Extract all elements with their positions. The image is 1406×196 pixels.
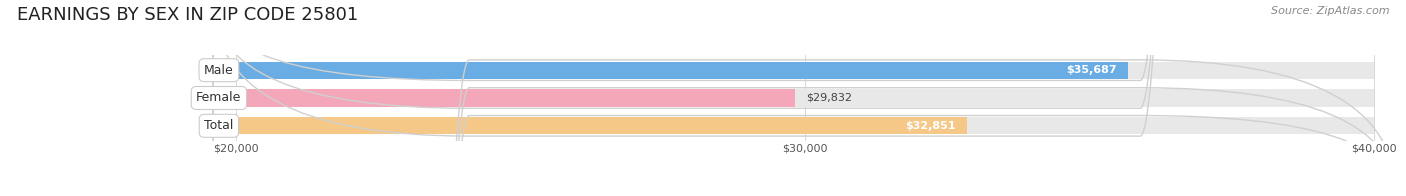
Text: $32,851: $32,851 (905, 121, 956, 131)
Text: EARNINGS BY SEX IN ZIP CODE 25801: EARNINGS BY SEX IN ZIP CODE 25801 (17, 6, 359, 24)
Bar (236, 62, 1128, 79)
Text: Total: Total (204, 119, 233, 132)
Text: $29,832: $29,832 (807, 93, 852, 103)
Bar (236, 117, 967, 134)
Text: Female: Female (197, 92, 242, 104)
Text: Male: Male (204, 64, 233, 77)
Text: $35,687: $35,687 (1066, 65, 1116, 75)
Bar (236, 89, 1374, 107)
Bar (236, 62, 1374, 79)
Bar (236, 89, 796, 107)
Bar (236, 117, 1374, 134)
Text: Source: ZipAtlas.com: Source: ZipAtlas.com (1271, 6, 1389, 16)
